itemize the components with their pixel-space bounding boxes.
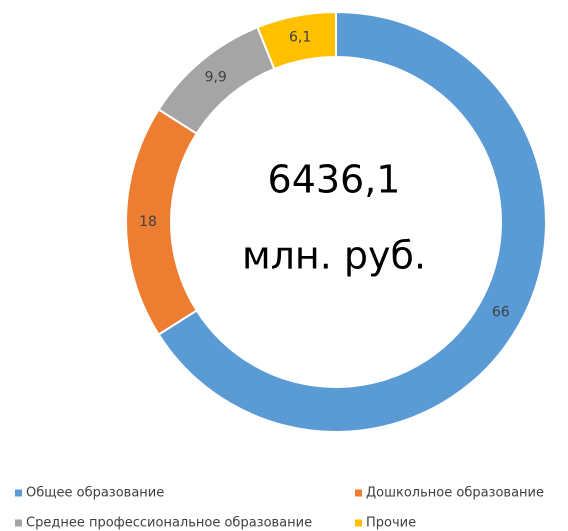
- legend-swatch: [355, 489, 362, 497]
- data-label: 18: [139, 214, 157, 230]
- legend-swatch: [355, 519, 362, 527]
- center-value: 6436,1: [268, 158, 401, 202]
- legend-label: Среднее профессиональное образование: [26, 516, 312, 531]
- data-label: 6,1: [289, 29, 311, 45]
- data-label: 9,9: [205, 70, 227, 86]
- center-unit: млн. руб.: [242, 234, 426, 278]
- donut-segment: [256, 10, 337, 71]
- donut-segment: [157, 10, 547, 433]
- legend-label: Прочие: [366, 516, 416, 531]
- donut-segment: [125, 108, 199, 336]
- data-label: 66: [492, 305, 510, 321]
- legend-swatch: [15, 489, 22, 497]
- legend-swatch: [15, 519, 22, 527]
- legend-label: Общее образование: [26, 486, 164, 501]
- legend-label: Дошкольное образование: [366, 486, 544, 501]
